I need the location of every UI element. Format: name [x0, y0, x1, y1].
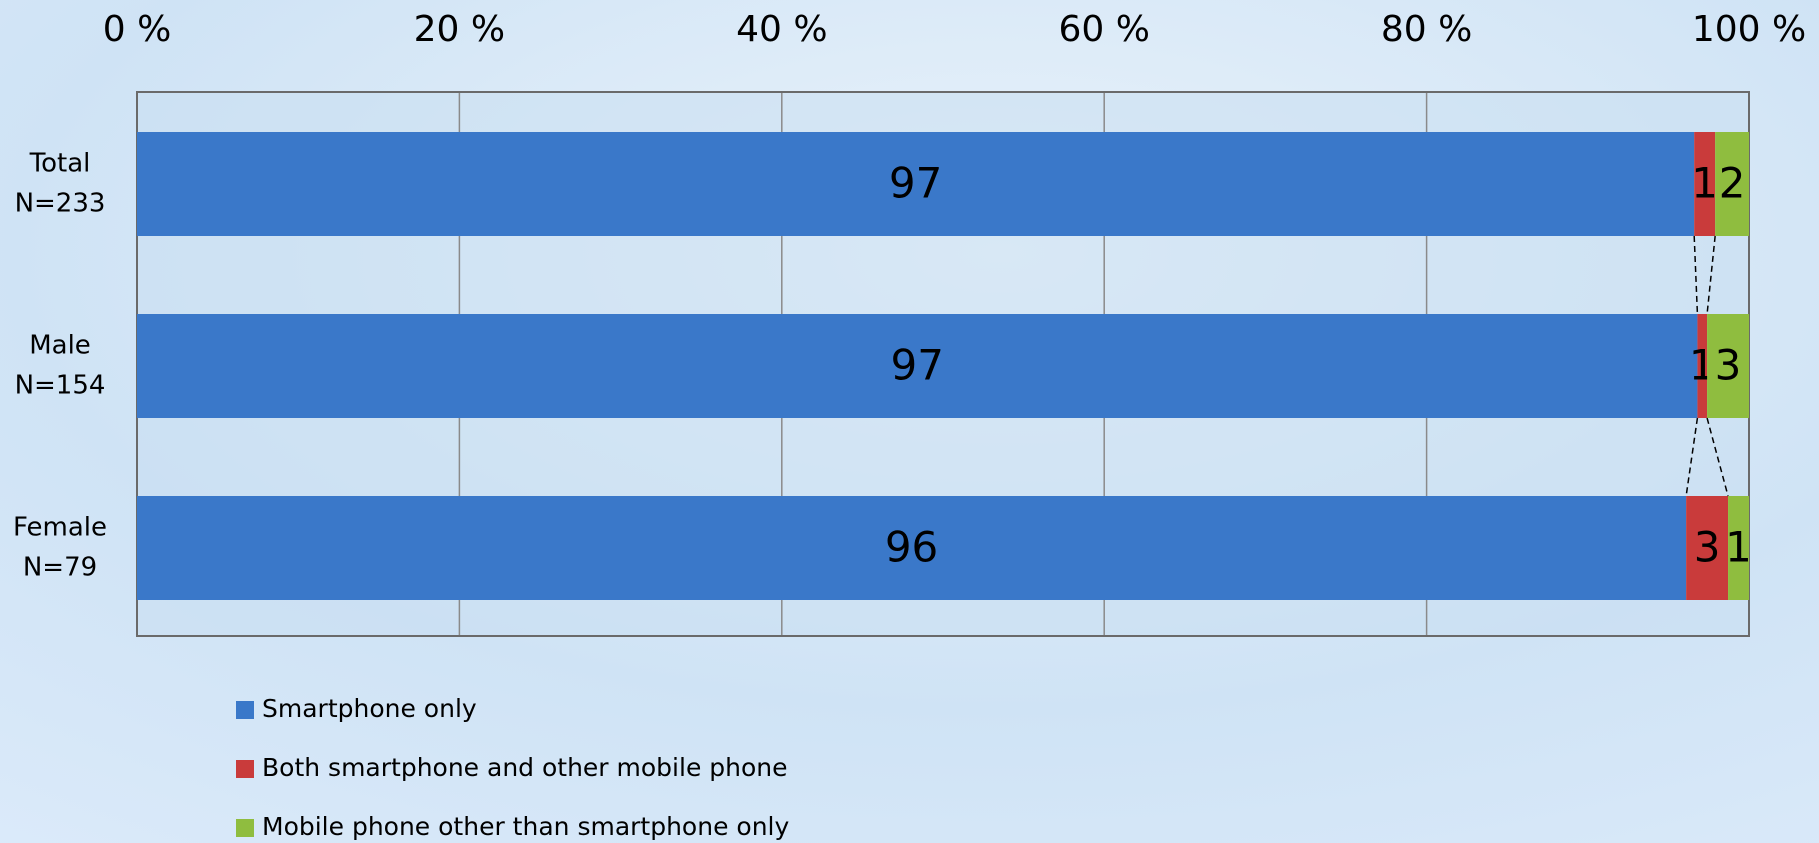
series-line — [1706, 235, 1716, 315]
y-tick-label: Total — [29, 149, 91, 179]
data-label: 1 — [1725, 523, 1752, 572]
legend-swatch — [236, 819, 254, 837]
legend-label: Smartphone only — [262, 694, 477, 723]
data-label: 96 — [885, 523, 938, 572]
y-tick-label: Female — [13, 513, 107, 543]
bar-segment — [137, 132, 1695, 236]
bar-segment — [1715, 132, 1749, 236]
legend-label: Mobile phone other than smartphone only — [262, 812, 789, 841]
bar-segment — [137, 496, 1687, 600]
x-tick-label: 80 % — [1381, 9, 1472, 50]
data-label: 2 — [1719, 159, 1746, 208]
x-tick-label: 0 % — [103, 9, 172, 50]
data-label: 1 — [1691, 159, 1718, 208]
legend-label: Both smartphone and other mobile phone — [262, 753, 788, 782]
data-label: 97 — [890, 341, 943, 390]
y-tick-label: N=154 — [15, 371, 106, 401]
legend-swatch — [236, 701, 254, 719]
bar-segment — [1728, 496, 1749, 600]
x-tick-label: 100 % — [1692, 9, 1806, 50]
x-tick-label: 20 % — [414, 9, 505, 50]
series-line — [1693, 235, 1699, 315]
legend-swatch — [236, 760, 254, 778]
bar-segment — [1697, 314, 1708, 418]
y-tick-label: N=233 — [15, 189, 106, 219]
data-label: 3 — [1694, 523, 1721, 572]
bar-segment — [1694, 132, 1716, 236]
data-label: 97 — [889, 159, 942, 208]
y-tick-label: N=79 — [23, 553, 97, 583]
bar-segment — [1707, 314, 1749, 418]
bar-segment — [137, 314, 1698, 418]
bar-segment — [1686, 496, 1729, 600]
x-tick-label: 60 % — [1058, 9, 1149, 50]
x-tick-label: 40 % — [736, 9, 827, 50]
data-label: 3 — [1715, 341, 1742, 390]
series-line — [1706, 417, 1729, 497]
series-line — [1685, 417, 1699, 497]
y-tick-label: Male — [29, 331, 91, 361]
